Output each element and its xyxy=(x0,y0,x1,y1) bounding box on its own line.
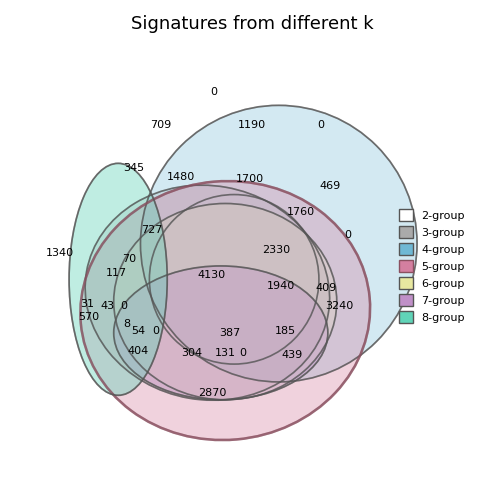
Text: 727: 727 xyxy=(141,225,162,235)
Text: 0: 0 xyxy=(318,120,325,131)
Ellipse shape xyxy=(141,105,417,382)
Text: 4130: 4130 xyxy=(198,270,226,280)
Text: 0: 0 xyxy=(344,230,351,240)
Title: Signatures from different k: Signatures from different k xyxy=(131,15,373,33)
Text: 3240: 3240 xyxy=(325,301,353,311)
Text: 304: 304 xyxy=(181,348,202,358)
Ellipse shape xyxy=(69,163,167,395)
Text: 1190: 1190 xyxy=(238,120,266,131)
Ellipse shape xyxy=(85,185,330,400)
Text: 0: 0 xyxy=(153,326,160,336)
Text: 345: 345 xyxy=(123,163,144,173)
Ellipse shape xyxy=(80,181,370,440)
Text: 439: 439 xyxy=(282,350,303,360)
Text: 469: 469 xyxy=(320,180,341,191)
Text: 2330: 2330 xyxy=(263,245,291,256)
Text: 709: 709 xyxy=(150,120,171,131)
Ellipse shape xyxy=(114,204,337,400)
Text: 387: 387 xyxy=(219,328,240,338)
Text: 1760: 1760 xyxy=(287,208,315,217)
Text: 1940: 1940 xyxy=(267,281,295,291)
Text: 0: 0 xyxy=(239,348,246,358)
Text: 409: 409 xyxy=(315,283,336,293)
Text: 185: 185 xyxy=(275,326,296,336)
Text: 0: 0 xyxy=(120,301,128,311)
Text: 1340: 1340 xyxy=(46,247,74,258)
Text: 8: 8 xyxy=(123,319,131,329)
Text: 31: 31 xyxy=(80,299,94,309)
Text: 43: 43 xyxy=(100,301,114,311)
Text: 570: 570 xyxy=(79,312,100,322)
Text: 1700: 1700 xyxy=(236,174,264,184)
Text: 54: 54 xyxy=(131,326,145,336)
Text: 0: 0 xyxy=(211,87,218,97)
Text: 2870: 2870 xyxy=(198,388,226,398)
Ellipse shape xyxy=(114,266,328,400)
Text: 70: 70 xyxy=(122,254,137,264)
Text: 117: 117 xyxy=(105,268,127,278)
Legend: 2-group, 3-group, 4-group, 5-group, 6-group, 7-group, 8-group: 2-group, 3-group, 4-group, 5-group, 6-gr… xyxy=(395,205,470,327)
Text: 404: 404 xyxy=(128,346,149,356)
Text: 1480: 1480 xyxy=(166,172,195,182)
Ellipse shape xyxy=(149,195,319,364)
Text: 131: 131 xyxy=(215,348,236,358)
